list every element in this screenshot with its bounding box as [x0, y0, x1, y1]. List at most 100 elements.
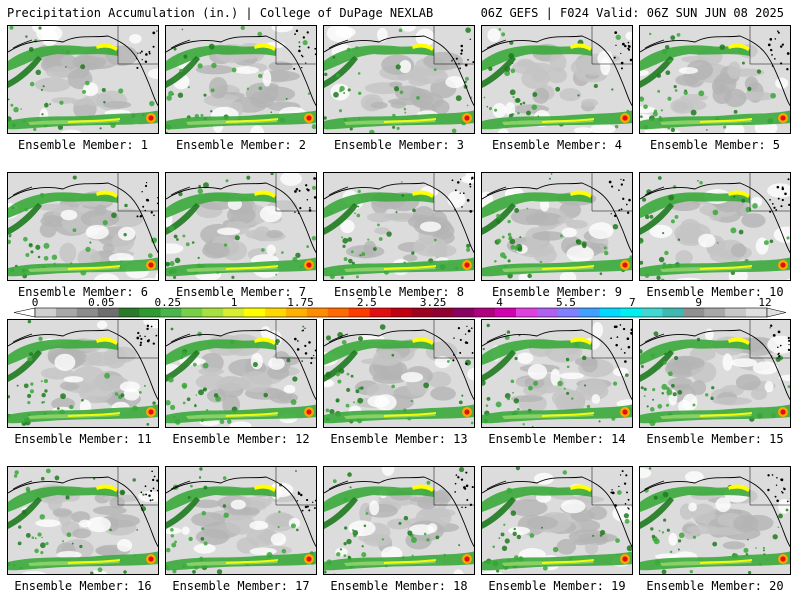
precip-map-image [482, 173, 632, 280]
ensemble-member-label: Ensemble Member: 4 [491, 138, 623, 152]
precip-map-image [482, 320, 632, 427]
precip-map-image [166, 26, 316, 133]
colorbar-swatch [223, 308, 245, 317]
model-valid-time: 06Z GEFS | F024 Valid: 06Z SUN JUN 08 20… [480, 6, 784, 20]
ensemble-member-label: Ensemble Member: 17 [172, 579, 310, 593]
colorbar-tick-label: 0.25 [154, 296, 181, 309]
colorbar-swatch [390, 308, 412, 317]
colorbar-swatch [202, 308, 224, 317]
ensemble-member-label: Ensemble Member: 3 [333, 138, 465, 152]
colorbar-swatch [725, 308, 747, 317]
ensemble-member-label: Ensemble Member: 14 [488, 432, 626, 446]
ensemble-member-label: Ensemble Member: 11 [14, 432, 152, 446]
colorbar-swatch [578, 308, 600, 317]
precip-map-image [640, 173, 790, 280]
precip-map-image [166, 467, 316, 574]
precip-map [481, 172, 633, 281]
colorbar-swatch [411, 308, 433, 317]
ensemble-member-label: Ensemble Member: 19 [488, 579, 626, 593]
precip-map [7, 466, 159, 575]
ensemble-member-label: Ensemble Member: 18 [330, 579, 468, 593]
precip-map-image [324, 26, 474, 133]
precip-map-image [324, 320, 474, 427]
colorbar-tick-label: 0.05 [88, 296, 115, 309]
ensemble-member-label: Ensemble Member: 16 [14, 579, 152, 593]
precip-map [323, 25, 475, 134]
colorbar-tick-label: 5.5 [556, 296, 576, 309]
colorbar-tick-label: 7 [629, 296, 636, 309]
product-title: Precipitation Accumulation (in.) | Colle… [7, 6, 434, 20]
colorbar-swatch [244, 308, 266, 317]
colorbar-swatch [97, 308, 119, 317]
precip-map-image [8, 26, 158, 133]
precip-map-image [166, 320, 316, 427]
precip-map-image [324, 467, 474, 574]
colorbar-swatch [516, 308, 538, 317]
colorbar-swatch [285, 308, 308, 317]
precip-map [165, 319, 317, 428]
colorbar-swatch [641, 308, 663, 317]
ensemble-member-label: Ensemble Member: 15 [646, 432, 784, 446]
precip-map [323, 172, 475, 281]
colorbar-swatch [118, 308, 140, 317]
precip-map [481, 319, 633, 428]
colorbar-swatch [369, 308, 391, 317]
colorbar-swatch [536, 308, 559, 317]
ensemble-member-label: Ensemble Member: 1 [17, 138, 149, 152]
precip-map [639, 172, 791, 281]
precip-map-image [324, 173, 474, 280]
ensemble-member-label: Ensemble Member: 9 [491, 285, 623, 299]
precip-map-image [8, 320, 158, 427]
precip-map [639, 25, 791, 134]
colorbar-tick-label: 1.75 [287, 296, 314, 309]
ensemble-member-label: Ensemble Member: 6 [17, 285, 149, 299]
precip-map-image [166, 173, 316, 280]
precip-map [165, 25, 317, 134]
colorbar-swatch [76, 308, 99, 317]
precip-map-image [8, 467, 158, 574]
precip-map [7, 319, 159, 428]
colorbar-swatch [55, 308, 78, 317]
precip-map [481, 466, 633, 575]
precip-map-image [640, 26, 790, 133]
precip-map [7, 25, 159, 134]
colorbar-swatch [599, 308, 621, 317]
precip-map [639, 319, 791, 428]
colorbar-swatch [495, 308, 517, 317]
colorbar-swatch [557, 308, 580, 317]
colorbar-swatch [139, 308, 161, 317]
colorbar-tick-label: 3.25 [420, 296, 447, 309]
ensemble-member-label: Ensemble Member: 13 [330, 432, 468, 446]
precip-map-image [640, 467, 790, 574]
precip-map [639, 466, 791, 575]
precip-map [165, 172, 317, 281]
ensemble-member-label: Ensemble Member: 10 [646, 285, 784, 299]
colorbar-swatch [746, 308, 768, 317]
colorbar-tick-label: 0 [32, 296, 39, 309]
precip-map-image [8, 173, 158, 280]
colorbar-swatch [327, 308, 350, 317]
colorbar-tick-label: 9 [695, 296, 702, 309]
precip-map [481, 25, 633, 134]
precip-colorbar: 0 0.05 0.25 1 1.75 2.5 3.25 4 5.5 7 9 12 [13, 296, 787, 318]
precip-map [323, 466, 475, 575]
ensemble-member-label: Ensemble Member: 7 [175, 285, 307, 299]
precip-map [165, 466, 317, 575]
colorbar-swatch [181, 308, 203, 317]
precip-map [7, 172, 159, 281]
colorbar-swatch [35, 308, 57, 317]
colorbar-swatch [662, 308, 684, 317]
ensemble-member-label: Ensemble Member: 5 [649, 138, 781, 152]
colorbar-swatch [160, 308, 182, 317]
colorbar-tick-label: 4 [496, 296, 503, 309]
colorbar-swatch [683, 308, 705, 317]
ensemble-member-label: Ensemble Member: 2 [175, 138, 307, 152]
colorbar-swatch [453, 308, 475, 317]
colorbar-tick-label: 12 [758, 296, 771, 309]
colorbar-tick-label: 2.5 [357, 296, 377, 309]
colorbar-swatch [474, 308, 496, 317]
precip-map-image [640, 320, 790, 427]
ensemble-member-label: Ensemble Member: 12 [172, 432, 310, 446]
colorbar-swatch [620, 308, 642, 317]
colorbar-swatch [265, 308, 287, 317]
